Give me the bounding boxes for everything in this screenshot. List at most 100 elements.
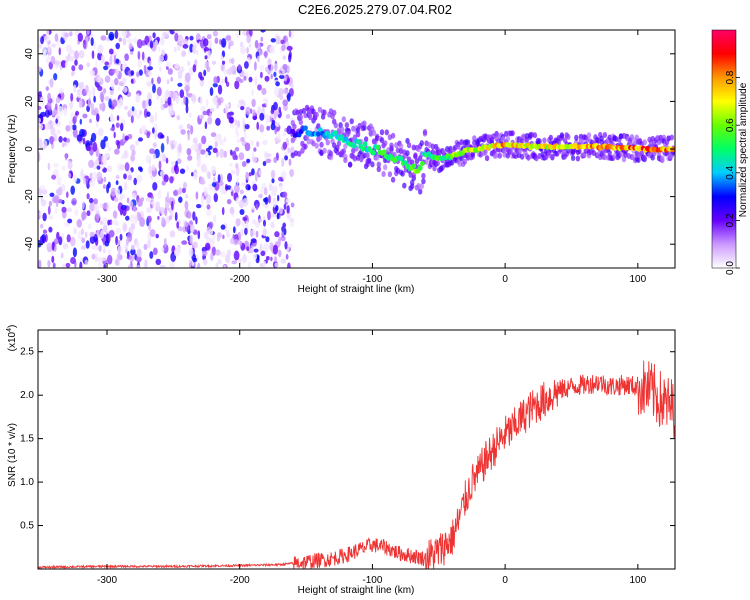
spectrogram-noise-speck (67, 160, 73, 170)
spectrogram-halo-speck (362, 120, 367, 127)
spectrogram-noise-speck (147, 92, 152, 102)
spectrogram-noise-speck (288, 158, 292, 166)
spectrogram-noise-speck (231, 260, 237, 265)
spectrogram-noise-speck (156, 76, 161, 84)
spectrogram-noise-speck (244, 61, 249, 69)
spectrogram-noise-speck (233, 250, 240, 261)
spectrogram-noise-speck (95, 158, 99, 166)
spectrogram-noise-speck (212, 83, 218, 88)
spectrogram-noise-speck (104, 96, 110, 101)
spectrogram-halo-speck (379, 129, 385, 136)
spectrogram-noise-speck (247, 261, 252, 268)
spectrogram-noise-speck (118, 37, 123, 42)
snr-series-line (38, 360, 675, 569)
spectrogram-noise-speck (183, 96, 186, 105)
spectrogram-noise-speck (145, 154, 151, 164)
spectrogram-noise-speck (207, 150, 212, 156)
spectrogram-noise-speck (211, 182, 217, 188)
spectrogram-noise-speck (200, 114, 204, 120)
spectrogram-noise-speck (89, 202, 95, 212)
spectrogram-noise-speck (250, 229, 256, 237)
spectrogram-noise-speck (147, 66, 154, 71)
snr-y-tick-label: 2.0 (20, 390, 34, 401)
spectrogram-noise-speck (93, 198, 98, 205)
spectrogram-noise-speck (43, 35, 50, 43)
spectrogram-noise-speck (203, 69, 207, 77)
snr-x-tick-label: -300 (97, 575, 117, 586)
spectrogram-noise-speck (76, 90, 82, 99)
spectrogram-noise-speck (264, 75, 270, 82)
spectrogram-noise-speck (182, 38, 189, 45)
spectrogram-noise-speck (101, 154, 107, 164)
spectrogram-noise-speck (65, 153, 68, 161)
spectrogram-halo-speck (470, 151, 475, 158)
spectrogram-noise-speck (187, 131, 190, 141)
spectrogram-noise-speck (57, 186, 63, 196)
spectrogram-noise-speck (282, 99, 289, 107)
spectrogram-noise-speck (38, 259, 42, 268)
spectrogram-noise-speck (214, 141, 218, 148)
spectrogram-noise-speck (96, 113, 100, 122)
spectrogram-noise-speck (111, 220, 115, 225)
spectrogram-noise-speck (204, 55, 208, 60)
spectrogram-noise-speck (271, 178, 275, 184)
spectrogram-ridge-point (672, 145, 675, 151)
spectrogram-noise-speck (113, 196, 119, 203)
spectrogram-marks (38, 30, 675, 268)
spectrogram-noise-speck (85, 175, 89, 185)
spectrogram-noise-speck (44, 123, 51, 131)
spectrogram-noise-speck (272, 244, 279, 255)
spectrogram-noise-speck (208, 145, 213, 150)
spectrogram-noise-speck (51, 43, 57, 48)
spectrogram-noise-speck (117, 239, 121, 246)
spectrogram-noise-speck (42, 212, 47, 222)
spectrogram-noise-speck (266, 125, 271, 131)
spectrogram-noise-speck (177, 44, 181, 52)
spectrogram-noise-speck (282, 141, 288, 150)
spectrogram-y-tick-label: -20 (24, 189, 35, 204)
spectrogram-noise-speck (103, 184, 106, 189)
spectrogram-halo-speck (297, 150, 302, 157)
colorbar-ticks: 0.0 0.2 0.4 0.6 0.8 (725, 70, 740, 275)
spectrogram-halo-speck (314, 111, 319, 118)
spectrogram-noise-speck (258, 169, 262, 176)
spectrogram-noise-speck (235, 218, 241, 227)
spectrogram-noise-speck (148, 60, 152, 67)
spectrogram-noise-speck (240, 228, 244, 237)
spectrogram-noise-speck (238, 258, 242, 264)
spectrogram-noise-speck (159, 66, 162, 72)
spectrogram-noise-speck (162, 31, 168, 37)
spectrogram-halo-speck (340, 126, 345, 133)
spectrogram-noise-speck (211, 60, 217, 65)
spectrogram-noise-speck (262, 228, 267, 237)
spectrogram-noise-speck (86, 30, 90, 35)
spectrogram-noise-speck (275, 81, 280, 87)
spectrogram-noise-speck (176, 158, 182, 165)
spectrogram-noise-speck (184, 221, 189, 228)
spectrogram-noise-speck (127, 169, 132, 176)
spectrogram-noise-speck (278, 106, 281, 114)
spectrogram-noise-speck (179, 124, 184, 130)
spectrogram-noise-speck (52, 262, 56, 268)
spectrogram-x-tick-label: 0 (502, 274, 508, 285)
spectrogram-noise-speck (218, 138, 224, 146)
snr-frame (37, 329, 676, 570)
spectrogram-noise-speck (163, 103, 169, 109)
spectrogram-noise-speck (230, 186, 233, 192)
spectrogram-noise-speck (203, 38, 209, 47)
snr-y-tick-label: 1.5 (20, 434, 34, 445)
spectrogram-halo-speck (332, 109, 337, 116)
spectrogram-noise-speck (199, 76, 205, 81)
spectrogram-noise-speck (277, 88, 284, 97)
spectrogram-noise-speck (71, 65, 76, 72)
spectrogram-noise-speck (133, 214, 138, 224)
spectrogram-noise-speck (143, 64, 147, 75)
spectrogram-noise-speck (113, 219, 118, 225)
spectrogram-noise-speck (154, 111, 158, 122)
spectrogram-noise-speck (86, 62, 91, 68)
spectrogram-noise-speck (96, 165, 101, 170)
spectrogram-halo-speck (322, 147, 327, 154)
spectrogram-noise-speck (177, 226, 184, 232)
spectrogram-noise-speck (282, 191, 288, 198)
spectrogram-noise-speck (181, 50, 187, 57)
